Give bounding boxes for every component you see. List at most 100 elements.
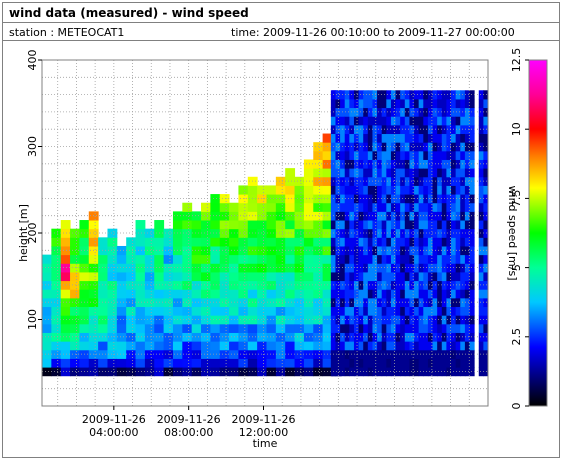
heatmap-cell (377, 107, 383, 117)
heatmap-cell (414, 150, 420, 160)
heatmap-cell (344, 176, 350, 186)
heatmap-cell (423, 323, 429, 333)
heatmap-cell (427, 349, 434, 359)
heatmap-cell (294, 245, 305, 256)
heatmap-cell (358, 306, 364, 316)
heatmap-cell (441, 358, 447, 368)
heatmap-cell (313, 306, 324, 316)
heatmap-cell (135, 315, 146, 325)
heatmap-cell (51, 245, 62, 256)
heatmap-cell (395, 159, 401, 169)
heatmap-cell (381, 116, 387, 126)
heatmap-cell (390, 98, 397, 109)
heatmap-cell (247, 289, 258, 299)
heatmap-cell (418, 116, 424, 126)
heatmap-cell (386, 323, 392, 333)
heatmap-cell (363, 107, 369, 117)
heatmap-cell (367, 297, 373, 308)
heatmap-cell (460, 358, 466, 368)
heatmap-cell (460, 202, 466, 212)
heatmap-cell (322, 358, 333, 368)
heatmap-cell (98, 271, 108, 282)
heatmap-cell (285, 176, 296, 186)
heatmap-cell (418, 315, 424, 325)
heatmap-cell (390, 358, 397, 368)
heatmap-cell (409, 220, 415, 230)
heatmap-cell (469, 176, 475, 186)
heatmap-cell (51, 271, 62, 282)
heatmap-cell (427, 280, 434, 290)
heatmap-cell (330, 168, 336, 178)
heatmap-cell (446, 159, 452, 169)
heatmap-cell (404, 263, 410, 273)
heatmap-cell (423, 341, 429, 351)
heatmap-cell (88, 220, 99, 230)
heatmap-cell (423, 254, 429, 264)
heatmap-cell (98, 297, 108, 308)
heatmap-cell (414, 332, 420, 342)
heatmap-cell (395, 349, 401, 359)
heatmap-cell (88, 237, 99, 247)
heatmap-cell (70, 341, 80, 351)
heatmap-cell (427, 245, 434, 256)
heatmap-cell (409, 341, 415, 351)
heatmap-cell (201, 211, 211, 221)
heatmap-cell (377, 220, 383, 230)
heatmap-cell (285, 271, 296, 282)
heatmap-cell (335, 220, 341, 230)
heatmap-cell (464, 297, 471, 308)
heatmap-cell (349, 150, 355, 160)
heatmap-cell (353, 124, 360, 135)
heatmap-cell (70, 254, 80, 264)
heatmap-cell (70, 367, 80, 377)
heatmap-cell (377, 245, 383, 256)
heatmap-cell (367, 289, 373, 299)
heatmap-cell (381, 323, 387, 333)
heatmap-cell (285, 211, 296, 221)
heatmap-cell (483, 150, 489, 160)
heatmap-cell (469, 124, 475, 135)
x-tick-time: 12:00:00 (239, 426, 288, 439)
heatmap-cell (275, 349, 286, 359)
heatmap-cell (400, 289, 406, 299)
heatmap-cell (395, 254, 401, 264)
heatmap-cell (478, 271, 484, 282)
heatmap-cell (330, 202, 336, 212)
heatmap-cell (330, 185, 336, 195)
heatmap-cell (390, 202, 397, 212)
heatmap-cell (437, 168, 443, 178)
heatmap-cell (353, 176, 360, 186)
heatmap-cell (363, 332, 369, 342)
heatmap-cell (42, 254, 52, 264)
heatmap-cell (353, 159, 360, 169)
heatmap-cell (446, 349, 452, 359)
heatmap-cell (395, 142, 401, 152)
heatmap-cell (70, 271, 80, 282)
heatmap-cell (275, 176, 286, 186)
heatmap-cell (432, 185, 438, 195)
heatmap-cell (154, 220, 165, 230)
heatmap-cell (414, 185, 420, 195)
heatmap-cell (358, 185, 364, 195)
heatmap-cell (427, 202, 434, 212)
heatmap-cell (377, 176, 383, 186)
heatmap-cell (455, 124, 461, 135)
heatmap-cell (135, 237, 146, 247)
heatmap-cell (107, 254, 118, 264)
heatmap-cell (372, 150, 378, 160)
heatmap-cell (460, 220, 466, 230)
heatmap-cell (409, 116, 415, 126)
heatmap-cell (464, 142, 471, 152)
heatmap-cell (201, 367, 211, 377)
heatmap-cell (340, 202, 346, 212)
heatmap-cell (483, 228, 489, 238)
heatmap-cell (386, 168, 392, 178)
heatmap-cell (414, 254, 420, 264)
heatmap-cell (191, 358, 202, 368)
heatmap-cell (478, 254, 484, 264)
heatmap-cell (451, 185, 457, 195)
heatmap-cell (478, 315, 484, 325)
heatmap-cell (303, 211, 314, 221)
heatmap-cell (275, 228, 286, 238)
